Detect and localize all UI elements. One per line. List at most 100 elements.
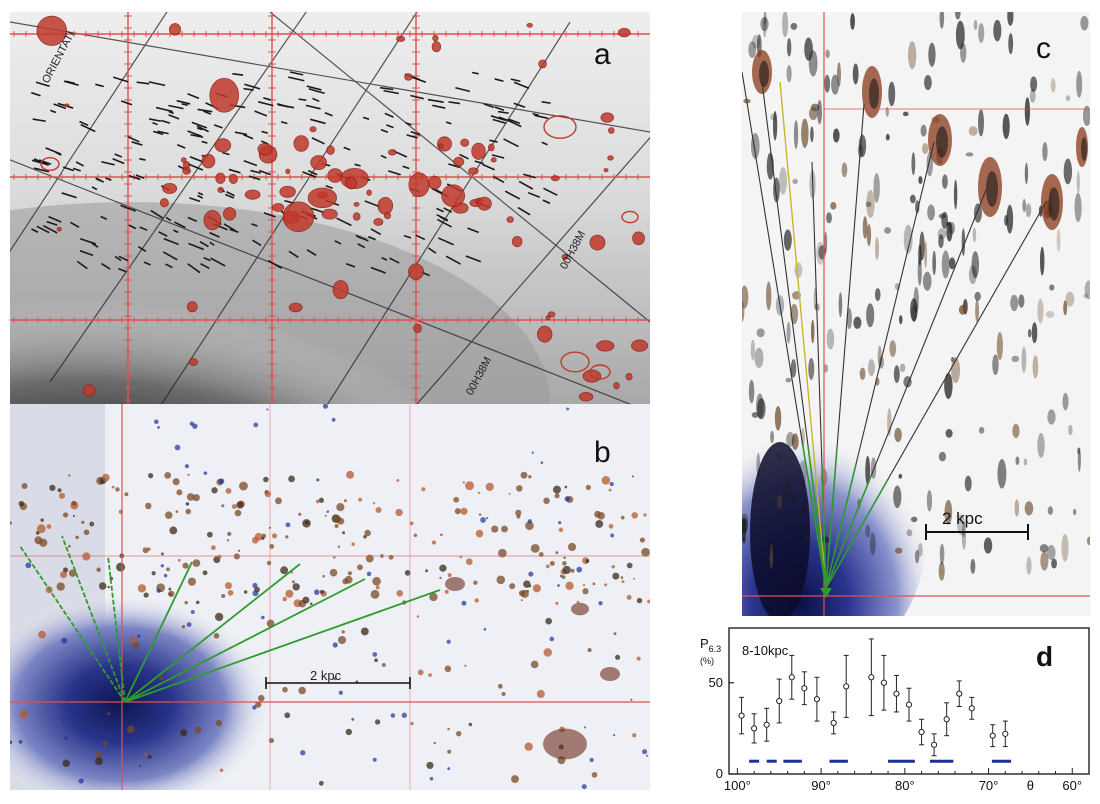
dust-knot (101, 473, 110, 482)
dust-knot (515, 509, 522, 516)
dust-knot (626, 562, 633, 569)
streak (1002, 113, 1010, 140)
dust-knot (298, 686, 306, 695)
dust-knot (215, 720, 223, 727)
point-marker (830, 719, 837, 727)
ray-lines (742, 71, 1047, 598)
dust-knot (18, 500, 25, 507)
streak (1063, 300, 1068, 316)
streak (957, 514, 966, 536)
streak (1015, 456, 1020, 466)
field-star (300, 750, 306, 756)
dust-knot (465, 481, 475, 491)
dust-knot (202, 570, 208, 576)
polarization-vector (181, 103, 188, 106)
field-star (154, 419, 159, 425)
x-tick-label: 90° (811, 778, 831, 793)
dust-knot (641, 547, 650, 557)
polarization-vector (32, 118, 46, 123)
streak (938, 451, 947, 462)
streak (760, 16, 769, 32)
dust-knot (164, 471, 172, 479)
radio-contour (228, 173, 238, 184)
polarization-vector (306, 85, 322, 91)
observation-frame-grid (10, 12, 650, 404)
streak (941, 250, 950, 279)
polarization-vector (310, 118, 326, 125)
polarization-vector (263, 97, 272, 101)
streak (808, 357, 815, 381)
dust-knot (271, 533, 278, 539)
streak (1047, 545, 1056, 560)
field-star (610, 533, 615, 538)
polarization-vector (61, 192, 77, 199)
streak (906, 529, 913, 537)
dust-knot (318, 497, 324, 503)
dust-knot (59, 492, 66, 499)
dust-knot (187, 577, 197, 586)
streak (907, 41, 917, 70)
radio-contour (288, 302, 303, 313)
dust-knot (601, 476, 611, 485)
polarization-vector (222, 151, 230, 156)
streak (748, 41, 757, 59)
data-point (843, 654, 850, 718)
streak (1010, 294, 1019, 312)
polarization-vector (165, 216, 172, 222)
dust-knot (410, 721, 414, 726)
dust-knot (309, 602, 313, 606)
polarization-vector (213, 124, 223, 129)
field-star (64, 736, 68, 740)
polarization-vector (165, 263, 173, 269)
streak (887, 408, 892, 437)
streak (1056, 229, 1061, 252)
dust-knot (71, 500, 77, 506)
dust-knot (89, 521, 95, 527)
radio-contour (373, 218, 384, 226)
point-marker (751, 725, 758, 732)
polarization-vector (176, 99, 191, 105)
dust-knot (137, 584, 147, 593)
point-marker (738, 712, 745, 719)
polarization-vector (243, 87, 254, 91)
streak (873, 172, 880, 203)
polarization-vector (209, 231, 220, 238)
polarization-vector (288, 250, 299, 258)
svg-text:P6.3: P6.3 (700, 636, 721, 654)
scale-bar (265, 677, 411, 689)
field-star (10, 740, 13, 745)
dust-knot (337, 545, 341, 549)
panel-a-graphic: ORIENTATI 00H38M 00H38M (10, 12, 650, 404)
polarization-vector (155, 106, 173, 113)
field-star (338, 690, 343, 695)
polarization-vector (197, 194, 203, 199)
streak (832, 128, 840, 143)
polarization-vector (160, 119, 171, 124)
streak (1051, 558, 1057, 569)
streak (1086, 536, 1090, 546)
streak (826, 328, 835, 350)
polarization-vector (72, 167, 81, 172)
polarization-vector (345, 263, 356, 268)
streak (1073, 508, 1077, 516)
dust-knot (49, 484, 56, 491)
polarization-vector (150, 209, 164, 219)
dust-knot (282, 596, 287, 602)
dust-knot (168, 590, 175, 597)
streak (801, 118, 809, 148)
dust-knot (433, 741, 437, 745)
polarization-vector (187, 93, 200, 100)
streak (1065, 95, 1071, 102)
streak (808, 106, 818, 121)
dust-knot (243, 590, 248, 594)
streak (790, 359, 797, 378)
dust-knot (237, 549, 241, 552)
streak (1007, 12, 1014, 26)
polarization-vector (139, 157, 146, 161)
dust-knot (111, 485, 115, 489)
streak (948, 257, 956, 270)
streak (804, 528, 810, 542)
streak (1076, 70, 1083, 98)
hii-core (1081, 137, 1087, 161)
dust-knot (592, 582, 596, 586)
